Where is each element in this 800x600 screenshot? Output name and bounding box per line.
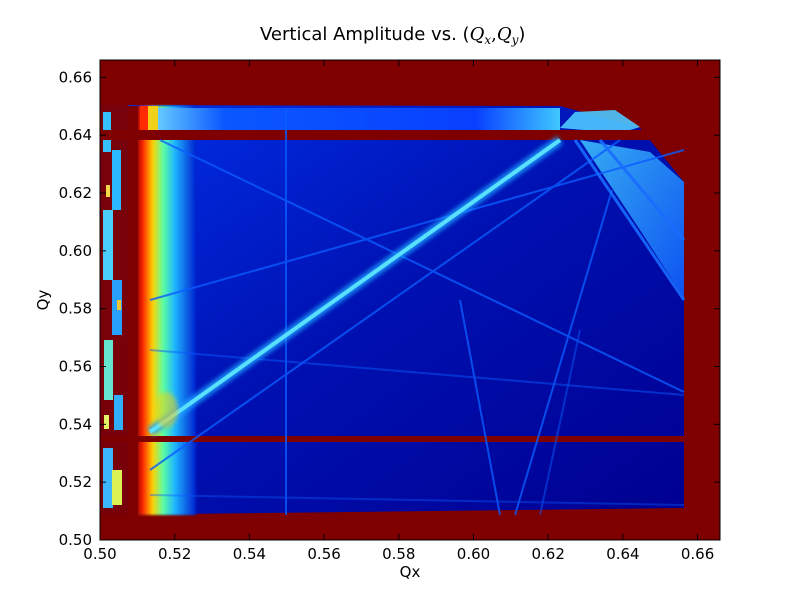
x-tick-label: 0.66 — [681, 545, 714, 563]
x-tick-label: 0.54 — [233, 545, 266, 563]
y-tick-label: 0.58 — [59, 300, 92, 318]
y-tick-label: 0.62 — [59, 184, 92, 202]
main-resonance-line — [148, 138, 562, 434]
left-gradient-edge — [136, 106, 196, 515]
y-axis-label: Qy — [34, 290, 52, 311]
y-axis-ticks: 0.50 0.52 0.54 0.56 0.58 0.60 0.62 0.64 0.66 — [59, 68, 720, 549]
x-tick-label: 0.62 — [531, 545, 564, 563]
x-tick-label: 0.64 — [606, 545, 639, 563]
x-axis-ticks: 0.50 0.52 0.54 0.56 0.58 0.60 0.62 0.64 0.66 — [83, 60, 714, 563]
x-tick-label: 0.52 — [158, 545, 191, 563]
x-axis-label: Qx — [400, 563, 421, 581]
top-right-lobe — [560, 110, 640, 133]
top-band — [140, 108, 560, 130]
stable-region — [100, 105, 684, 515]
plot-frame — [99, 59, 721, 541]
y-tick-label: 0.54 — [59, 415, 92, 433]
horizontal-band-upper — [100, 130, 660, 140]
left-noise-strip — [100, 105, 128, 515]
chart-title: Vertical Amplitude vs. (Qx,Qy) — [260, 24, 525, 47]
y-tick-label: 0.64 — [59, 126, 92, 144]
x-tick-label: 0.50 — [83, 545, 116, 563]
y-tick-label: 0.52 — [59, 473, 92, 491]
y-tick-label: 0.56 — [59, 358, 92, 376]
y-tick-label: 0.60 — [59, 242, 92, 260]
y-tick-label: 0.66 — [59, 68, 92, 86]
resonance-lines — [149, 108, 685, 516]
x-tick-label: 0.60 — [457, 545, 490, 563]
horizontal-band-lower — [100, 436, 684, 442]
x-tick-label: 0.56 — [307, 545, 340, 563]
y-tick-label: 0.50 — [59, 531, 92, 549]
x-tick-label: 0.58 — [382, 545, 415, 563]
title-math-qx: Qx,Qy — [470, 24, 519, 47]
lower-left-hotspot — [154, 392, 178, 428]
right-fan-lines — [573, 139, 686, 301]
heatmap-image — [100, 60, 720, 540]
right-bright-wedge — [580, 140, 684, 298]
